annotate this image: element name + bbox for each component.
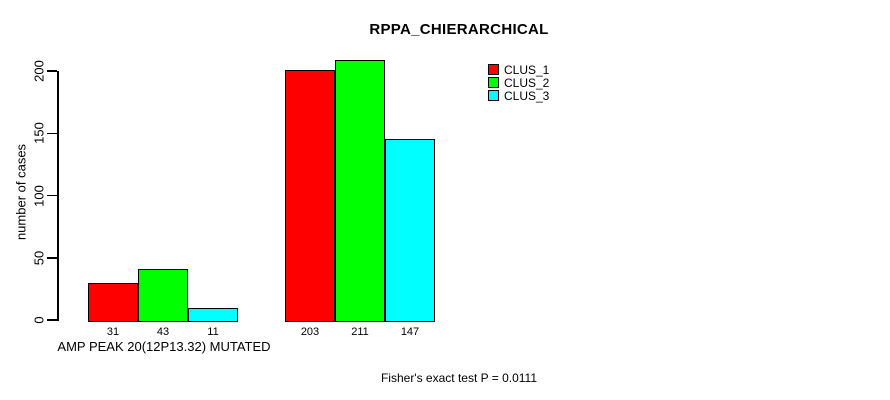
bar-clus_2-group2 bbox=[335, 59, 385, 322]
legend-swatch bbox=[488, 64, 499, 75]
y-axis-tick bbox=[47, 132, 57, 134]
bar-value-label: 147 bbox=[400, 326, 420, 338]
legend-item-clus_1: CLUS_1 bbox=[488, 62, 550, 77]
y-axis-tick-label: 50 bbox=[31, 250, 47, 265]
legend: CLUS_1 CLUS_2 CLUS_3 bbox=[488, 62, 550, 103]
legend-label: CLUS_1 bbox=[504, 62, 550, 77]
legend-item-clus_2: CLUS_2 bbox=[488, 75, 550, 90]
legend-item-clus_3: CLUS_3 bbox=[488, 88, 550, 103]
y-axis-tick bbox=[47, 70, 57, 72]
y-axis-tick-label: 150 bbox=[31, 122, 47, 145]
footer-annotation: Fisher's exact test P = 0.0111 bbox=[380, 371, 538, 385]
y-axis-tick-label: 100 bbox=[31, 184, 47, 207]
legend-swatch bbox=[488, 90, 499, 101]
bar-clus_3-group1 bbox=[188, 308, 238, 322]
y-axis-tick-label: 200 bbox=[31, 60, 47, 82]
bar-clus_3-group2 bbox=[385, 139, 435, 322]
legend-label: CLUS_2 bbox=[504, 75, 550, 90]
bar-value-label: 211 bbox=[351, 326, 369, 338]
bar-clus_2-group1 bbox=[138, 268, 188, 322]
y-axis-tick-label: 0 bbox=[31, 316, 47, 324]
category-label: AMP PEAK 20(12P13.32) MUTATED bbox=[57, 339, 271, 354]
chart-title: RPPA_CHIERARCHICAL bbox=[369, 21, 549, 38]
bar-value-label: 43 bbox=[156, 326, 170, 338]
y-axis-line bbox=[57, 71, 59, 321]
legend-swatch bbox=[488, 77, 499, 88]
bar-clus_1-group2 bbox=[285, 69, 335, 322]
y-axis-tick bbox=[47, 194, 57, 197]
bar-value-label: 11 bbox=[207, 326, 219, 338]
bar-clus_1-group1 bbox=[88, 283, 138, 322]
bar-value-label: 203 bbox=[300, 326, 320, 338]
bar-value-label: 31 bbox=[106, 326, 120, 338]
legend-label: CLUS_3 bbox=[504, 88, 550, 103]
y-axis-tick bbox=[47, 257, 57, 259]
y-axis-tick bbox=[47, 319, 57, 321]
